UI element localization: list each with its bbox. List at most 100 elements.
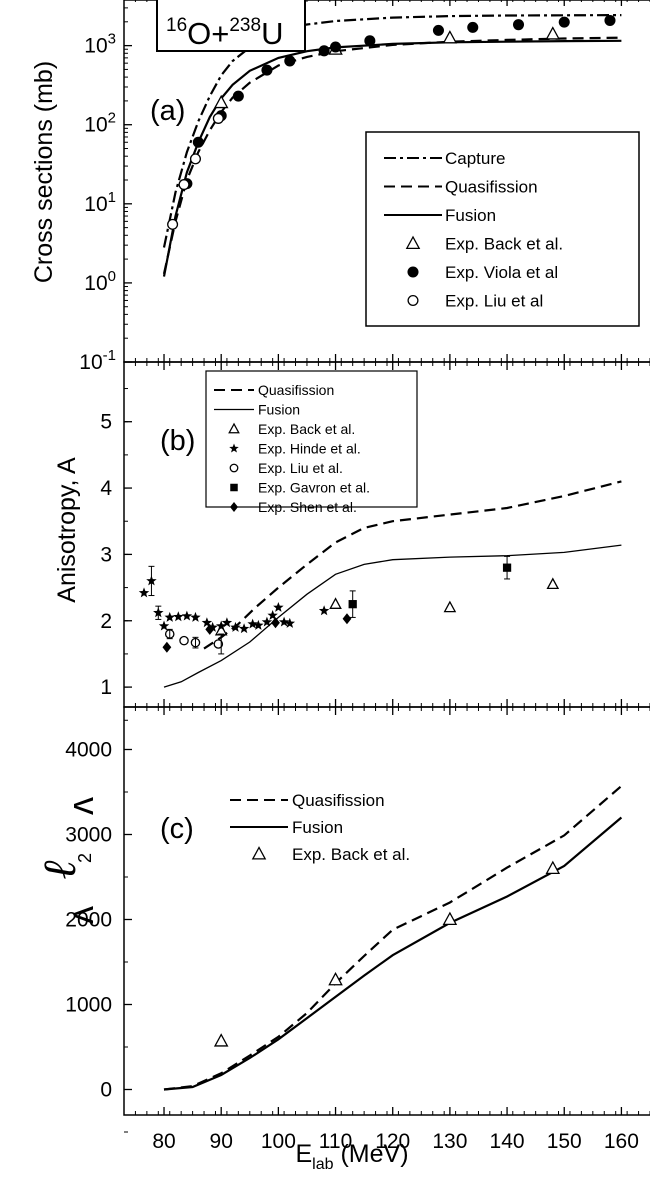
legend-label: Exp. Hinde et al. — [258, 441, 361, 457]
marker-star — [138, 587, 150, 598]
y-tick-label: 1000 — [65, 994, 112, 1017]
reaction-label: 16O+238U — [156, 0, 306, 52]
ylabel-b: Anisotropy, A — [53, 457, 81, 603]
marker-star — [181, 610, 193, 621]
legend-label: Exp. Back et al. — [445, 235, 563, 254]
x-tick-label: 150 — [547, 1130, 582, 1153]
marker-filled-circle — [330, 41, 342, 53]
marker-triangle — [442, 30, 458, 44]
marker-star — [215, 620, 227, 631]
data-markers — [138, 14, 616, 1047]
marker-triangle — [546, 577, 560, 590]
x-tick-label: 110 — [319, 1130, 352, 1153]
y-tick-label: 100 — [84, 268, 116, 295]
marker-star — [190, 611, 201, 622]
legend-label: Fusion — [445, 206, 496, 225]
panel-label-a: (a) — [150, 95, 185, 127]
marker-filled-circle — [432, 24, 444, 36]
marker-star — [230, 621, 241, 632]
marker-star — [318, 605, 330, 616]
marker-triangle — [213, 94, 229, 109]
legend-label: Exp. Back et al. — [292, 845, 410, 864]
marker-open-circle — [167, 218, 179, 230]
y-tick-label: 101 — [84, 189, 116, 216]
tick-labels: 10-1 100 101 102 103 1 2 3 4 5 0 1000 2000 3000 4000 80… — [65, 31, 639, 1153]
tick-marks — [124, 0, 650, 1133]
marker-diamond — [342, 613, 352, 625]
marker-star — [247, 618, 258, 629]
x-tick-label: 130 — [432, 1130, 467, 1153]
y-tick-label: 2000 — [65, 909, 112, 932]
legend-label: Quasifission — [445, 178, 538, 197]
marker-open-circle — [178, 179, 190, 191]
marker-diamond — [162, 641, 172, 653]
ylabel-a: Cross sections (mb) — [30, 61, 58, 283]
y-tick-label: 1 — [100, 676, 112, 699]
marker-open-circle — [212, 112, 224, 124]
marker-triangle — [443, 600, 457, 613]
marker-open-circle — [179, 635, 189, 646]
marker-star — [284, 617, 296, 628]
legend-a: Capture Quasifission Fusion Exp. Back et al… — [365, 131, 640, 327]
marker-filled-circle — [232, 90, 244, 102]
legend-label: Exp. Shen et al. — [258, 499, 357, 515]
ylabel-c: v ℓ 2 v — [32, 797, 107, 924]
marker-open-circle — [189, 153, 201, 165]
panel-1-markers — [138, 555, 560, 655]
x-tick-label: 80 — [152, 1130, 175, 1153]
marker-triangle — [228, 422, 240, 434]
marker-star — [261, 616, 273, 627]
marker-filled-circle — [604, 14, 616, 26]
reaction-sup1: 16 — [166, 15, 187, 36]
panel-2-markers — [213, 860, 561, 1047]
marker-triangle — [329, 597, 342, 609]
legend-label: Capture — [445, 149, 505, 168]
y-tick-label: 2 — [100, 610, 112, 633]
marker-square — [230, 483, 238, 492]
y-tick-label: 103 — [84, 31, 116, 58]
legend-label: Quasifission — [258, 382, 334, 398]
svg-text:v: v — [66, 797, 107, 815]
y-tick-label: 0 — [100, 1079, 112, 1102]
panel-label-c: (c) — [160, 813, 194, 845]
svg-text:v: v — [66, 906, 107, 924]
legend-label: Fusion — [292, 818, 343, 837]
marker-open-circle — [213, 639, 224, 649]
marker-open-circle — [229, 463, 239, 473]
y-tick-label: 10-1 — [79, 347, 116, 374]
marker-diamond — [230, 502, 238, 512]
marker-filled-circle — [407, 266, 419, 278]
legend-label: Exp. Back et al. — [258, 421, 355, 437]
y-tick-label: 5 — [100, 411, 112, 434]
marker-triangle — [251, 846, 267, 860]
y-tick-label: 3000 — [65, 824, 112, 847]
marker-star — [221, 617, 233, 628]
reaction-sup2: 238 — [229, 15, 261, 36]
marker-filled-circle — [284, 55, 296, 67]
series-quasifission — [203, 480, 622, 650]
legend-b: Quasifission Fusion Exp. Back et al. Exp. H… — [205, 370, 418, 515]
y-tick-label: 102 — [84, 110, 116, 137]
legend-label: Exp. Gavron et al. — [258, 480, 370, 496]
marker-triangle — [442, 911, 458, 926]
marker-filled-circle — [467, 21, 479, 33]
x-tick-label: 90 — [210, 1130, 233, 1153]
marker-filled-circle — [558, 16, 570, 28]
panel-2-curves — [163, 785, 623, 1091]
marker-star — [173, 611, 184, 622]
svg-text:16O+238U: 16O+238U — [166, 15, 283, 51]
legend-label: Exp. Liu et al. — [258, 460, 343, 476]
legend-c: Quasifission Fusion Exp. Back et al. — [230, 791, 410, 864]
legend-label: Exp. Viola et al — [445, 263, 558, 282]
y-tick-label: 4000 — [65, 739, 112, 762]
reaction-u: U — [261, 16, 283, 51]
legend-label: Quasifission — [292, 791, 385, 810]
marker-star — [158, 620, 170, 631]
marker-triangle — [545, 860, 561, 875]
x-tick-label: 160 — [604, 1130, 639, 1153]
x-tick-label: 100 — [261, 1130, 296, 1153]
marker-star — [201, 617, 213, 628]
series-fusion — [163, 544, 622, 688]
marker-diamond — [205, 623, 215, 635]
xlabel: Elab (MeV) — [295, 1140, 408, 1173]
